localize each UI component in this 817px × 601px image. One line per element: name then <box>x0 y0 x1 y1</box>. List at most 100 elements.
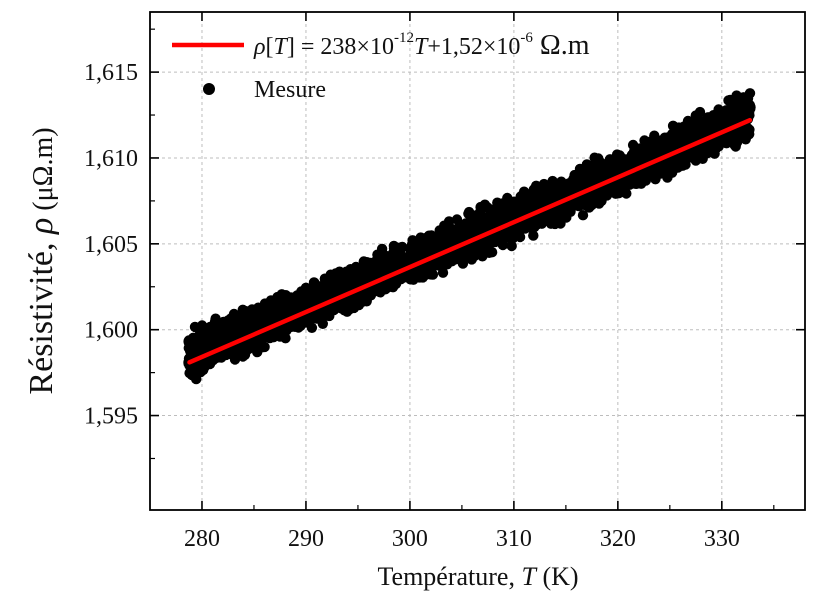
scatter-point <box>439 220 450 231</box>
y-tick-label: 1,610 <box>84 146 138 172</box>
scatter-point <box>191 373 202 385</box>
scatter-point <box>225 313 237 324</box>
scatter-point <box>705 145 716 156</box>
scatter-point <box>414 239 425 250</box>
scatter-point <box>305 311 317 323</box>
scatter-point <box>189 321 201 333</box>
scatter-point <box>589 152 600 163</box>
y-tick-label: 1,605 <box>84 232 138 258</box>
scatter-point <box>241 319 252 331</box>
scatter-point <box>183 336 194 347</box>
y-tick-label: 1,600 <box>84 318 138 344</box>
scatter-point <box>721 105 732 116</box>
scatter-point <box>215 350 227 361</box>
scatter-point <box>673 136 684 147</box>
scatter-point <box>251 314 263 325</box>
scatter-point <box>253 302 264 313</box>
scatter-point <box>723 95 734 106</box>
scatter-point <box>466 254 477 265</box>
scatter-point <box>528 184 540 195</box>
scatter-point <box>722 136 733 148</box>
scatter-point <box>593 198 605 209</box>
scatter-point <box>687 149 699 160</box>
scatter-point <box>511 223 523 234</box>
y-tick-label: 1,615 <box>84 60 138 86</box>
scatter-point <box>495 206 506 217</box>
scatter-point <box>463 206 475 218</box>
scatter-point <box>329 272 341 283</box>
y-axis-title: Résistivité, ρ (μΩ.m) <box>23 127 60 394</box>
x-tick-label: 310 <box>496 526 532 552</box>
scatter-point <box>351 269 362 280</box>
scatter-point <box>651 134 662 146</box>
scatter-point <box>528 230 539 241</box>
scatter-point <box>477 251 488 262</box>
legend-fit-label: ρ[T] = 238×10-12T+1,52×10-6 Ω.m <box>253 30 590 61</box>
scatter-point <box>713 141 724 152</box>
scatter-point <box>618 177 629 188</box>
scatter-point <box>662 132 674 143</box>
scatter-point <box>367 264 379 276</box>
scatter-point <box>741 125 752 136</box>
scatter-point <box>437 267 449 278</box>
scatter-point <box>536 212 547 223</box>
x-tick-label: 300 <box>392 526 428 552</box>
plot-frame <box>149 11 806 511</box>
scatter-point <box>417 272 428 283</box>
scatter-point <box>684 119 695 130</box>
x-axis: 280 290 300 310 320 330 <box>184 12 775 552</box>
scatter-point <box>393 244 405 256</box>
scatter-point <box>190 342 201 353</box>
scatter-point <box>624 157 635 168</box>
plot-background <box>150 12 805 510</box>
scatter-point <box>606 166 617 178</box>
scatter-point <box>280 325 291 337</box>
scatter-point <box>298 292 309 303</box>
x-tick-label: 320 <box>600 526 636 552</box>
scatter-point <box>693 115 705 127</box>
legend-mesure-label: Mesure <box>254 77 326 103</box>
scatter-point <box>682 131 693 142</box>
legend: ρ[T] = 238×10-12T+1,52×10-6 Ω.m Mesure <box>172 30 590 103</box>
scatter-point <box>213 322 224 333</box>
scatter-point <box>235 346 247 358</box>
scatter-point <box>694 106 706 118</box>
scatter-point <box>577 210 589 221</box>
x-axis-title: Température, T (K) <box>377 562 578 591</box>
scatter-point <box>551 205 562 217</box>
scatter-point <box>638 167 649 179</box>
scatter-point <box>206 322 217 333</box>
x-tick-label: 290 <box>288 526 324 552</box>
scatter-point <box>478 212 490 223</box>
y-axis: 1,595 1,600 1,605 1,610 1,615 <box>84 28 805 460</box>
scatter-point <box>588 190 599 201</box>
scatter-point <box>319 273 331 285</box>
scatter-point <box>483 241 494 252</box>
scatter-point <box>273 305 284 316</box>
scatter-point <box>423 232 434 243</box>
scatter-point <box>719 114 731 125</box>
scatter-point <box>316 289 327 301</box>
scatter-point <box>673 122 685 133</box>
x-tick-label: 330 <box>704 526 740 552</box>
scatter-point <box>578 166 589 177</box>
scatter-point <box>252 346 263 358</box>
scatter-point <box>610 187 622 199</box>
scatter-point <box>390 258 401 269</box>
scatter-point <box>357 296 368 307</box>
scatter-point <box>264 307 276 318</box>
legend-marker-mesure <box>203 83 215 95</box>
scatter-point <box>506 240 517 252</box>
scatter-point <box>420 264 431 275</box>
y-tick-label: 1,595 <box>84 404 138 430</box>
scatter-point <box>464 228 476 240</box>
scatter-point <box>457 258 469 269</box>
scatter-point <box>692 130 704 142</box>
scatter-point <box>561 186 572 198</box>
scatter-point <box>377 261 389 272</box>
scatter-point <box>738 102 750 113</box>
scatter-point <box>701 112 713 124</box>
scatter-point <box>561 212 572 223</box>
